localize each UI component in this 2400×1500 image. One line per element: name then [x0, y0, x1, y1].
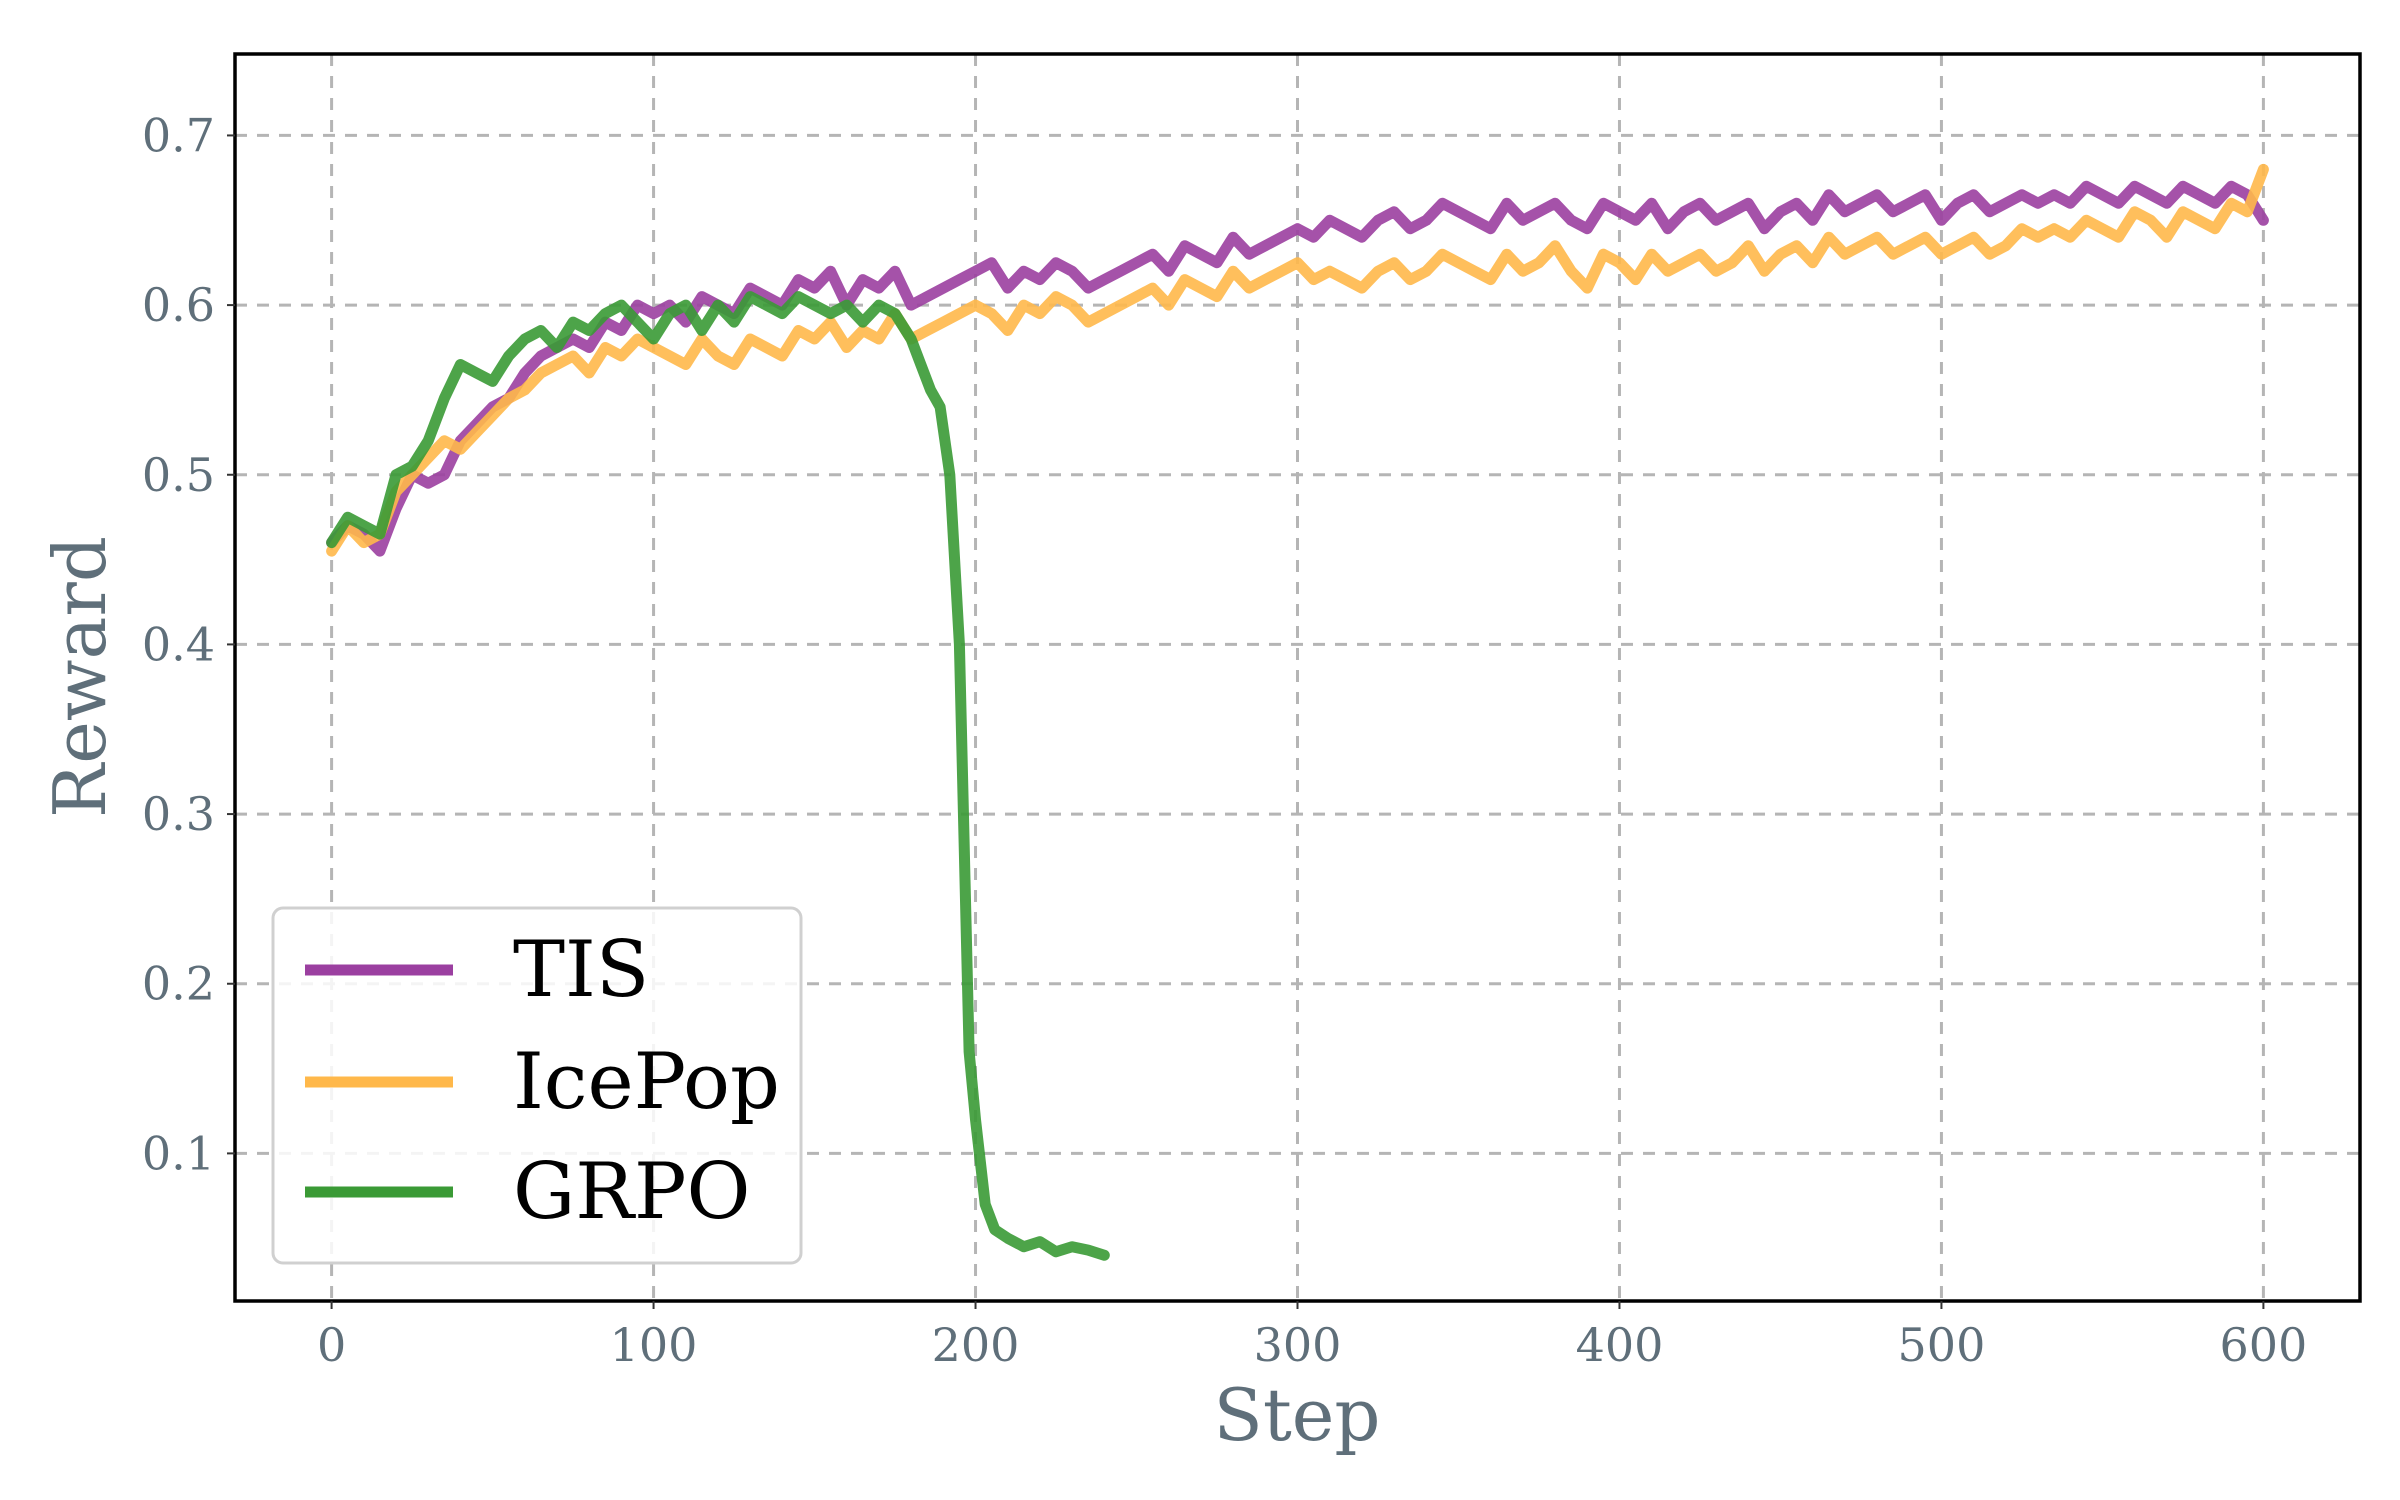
series-line-icepop [326, 163, 2269, 557]
y-tick-label: 0.3 [142, 787, 215, 841]
x-tick-label: 100 [610, 1318, 698, 1372]
y-axis-title: Reward [38, 536, 122, 818]
x-tick-label: 200 [932, 1318, 1020, 1372]
axis-ticks: 0 100 200 300 400 500 600 0.1 0.2 0.3 0.4 0.5 0.6 0.7 [142, 108, 2307, 1372]
x-tick-label: 500 [1898, 1318, 1986, 1372]
x-tick-label: 600 [2220, 1318, 2308, 1372]
x-tick-label: 400 [1576, 1318, 1664, 1372]
legend: TIS IcePop GRPO [271, 906, 803, 1265]
series-line-grpo [326, 291, 1110, 1261]
x-tick-label: 300 [1254, 1318, 1342, 1372]
y-tick-label: 0.4 [142, 617, 215, 671]
y-tick-label: 0.1 [142, 1126, 215, 1180]
y-tick-label: 0.2 [142, 957, 215, 1011]
legend-label-grpo: GRPO [513, 1147, 750, 1237]
legend-box [271, 906, 803, 1265]
y-tick-label: 0.6 [142, 278, 215, 332]
x-tick-label: 0 [317, 1318, 346, 1372]
series-lines [326, 163, 2269, 1261]
y-tick-label: 0.5 [142, 448, 215, 502]
grid [235, 54, 2360, 1301]
legend-label-icepop: IcePop [513, 1037, 780, 1127]
series-line-tis [326, 180, 2269, 557]
legend-label-tis: TIS [513, 925, 649, 1015]
y-tick-label: 0.7 [142, 108, 215, 162]
x-axis-title: Step [1214, 1373, 1381, 1457]
